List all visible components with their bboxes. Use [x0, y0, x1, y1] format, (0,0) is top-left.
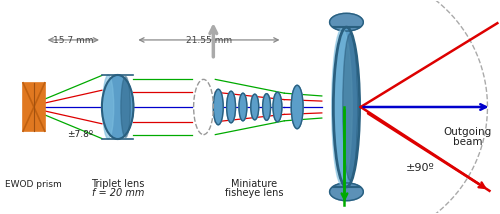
Text: EWOD prism: EWOD prism	[6, 180, 62, 189]
Ellipse shape	[330, 13, 364, 31]
Ellipse shape	[334, 27, 359, 187]
Text: Miniature: Miniature	[230, 179, 277, 189]
Ellipse shape	[226, 91, 235, 123]
Ellipse shape	[330, 183, 364, 201]
Text: 15.7 mm: 15.7 mm	[53, 36, 94, 45]
Ellipse shape	[121, 77, 130, 137]
Ellipse shape	[262, 94, 270, 120]
Text: fisheye lens: fisheye lens	[224, 188, 283, 198]
Ellipse shape	[102, 75, 114, 139]
Text: Outgoing: Outgoing	[444, 127, 492, 137]
Ellipse shape	[214, 89, 223, 125]
Text: f = 20 mm: f = 20 mm	[92, 188, 144, 198]
Ellipse shape	[239, 93, 247, 121]
Text: ±90º: ±90º	[406, 163, 435, 173]
Ellipse shape	[251, 94, 258, 120]
Text: ±7.8º: ±7.8º	[67, 129, 93, 138]
Bar	[23, 83, 44, 131]
Ellipse shape	[332, 29, 352, 185]
Text: beam: beam	[453, 137, 482, 147]
Ellipse shape	[342, 34, 357, 180]
Text: Triplet lens: Triplet lens	[91, 179, 144, 189]
Ellipse shape	[102, 75, 134, 139]
Ellipse shape	[273, 92, 282, 122]
Text: 21.55 mm: 21.55 mm	[186, 36, 232, 45]
Ellipse shape	[291, 85, 303, 129]
